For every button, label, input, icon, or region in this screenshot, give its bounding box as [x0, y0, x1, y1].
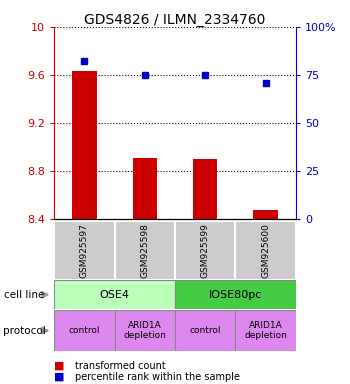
Text: transformed count: transformed count [75, 361, 166, 371]
Text: OSE4: OSE4 [100, 290, 130, 300]
Bar [175, 221, 235, 280]
Bar [72, 71, 97, 219]
Bar [54, 280, 175, 309]
Text: control: control [69, 326, 100, 335]
Text: GSM925598: GSM925598 [140, 223, 149, 278]
Text: control: control [189, 326, 221, 335]
Text: GSM925597: GSM925597 [80, 223, 89, 278]
Text: GSM925599: GSM925599 [201, 223, 210, 278]
Bar [175, 280, 296, 309]
Bar [115, 310, 175, 351]
Text: protocol: protocol [4, 326, 46, 336]
Bar [175, 310, 235, 351]
Text: IOSE80pc: IOSE80pc [209, 290, 262, 300]
Bar [253, 210, 278, 219]
Bar [54, 221, 115, 280]
Text: ■: ■ [54, 361, 68, 371]
Text: ARID1A
depletion: ARID1A depletion [123, 321, 166, 340]
Bar [54, 310, 115, 351]
Bar [115, 221, 175, 280]
Text: cell line: cell line [4, 290, 44, 300]
Bar [235, 221, 296, 280]
Bar [235, 310, 296, 351]
Text: percentile rank within the sample: percentile rank within the sample [75, 372, 240, 382]
Text: ■: ■ [54, 372, 68, 382]
Text: GSM925600: GSM925600 [261, 223, 270, 278]
Bar [193, 159, 217, 219]
Text: GDS4826 / ILMN_2334760: GDS4826 / ILMN_2334760 [84, 13, 266, 27]
Bar [133, 158, 157, 219]
Text: ARID1A
depletion: ARID1A depletion [244, 321, 287, 340]
